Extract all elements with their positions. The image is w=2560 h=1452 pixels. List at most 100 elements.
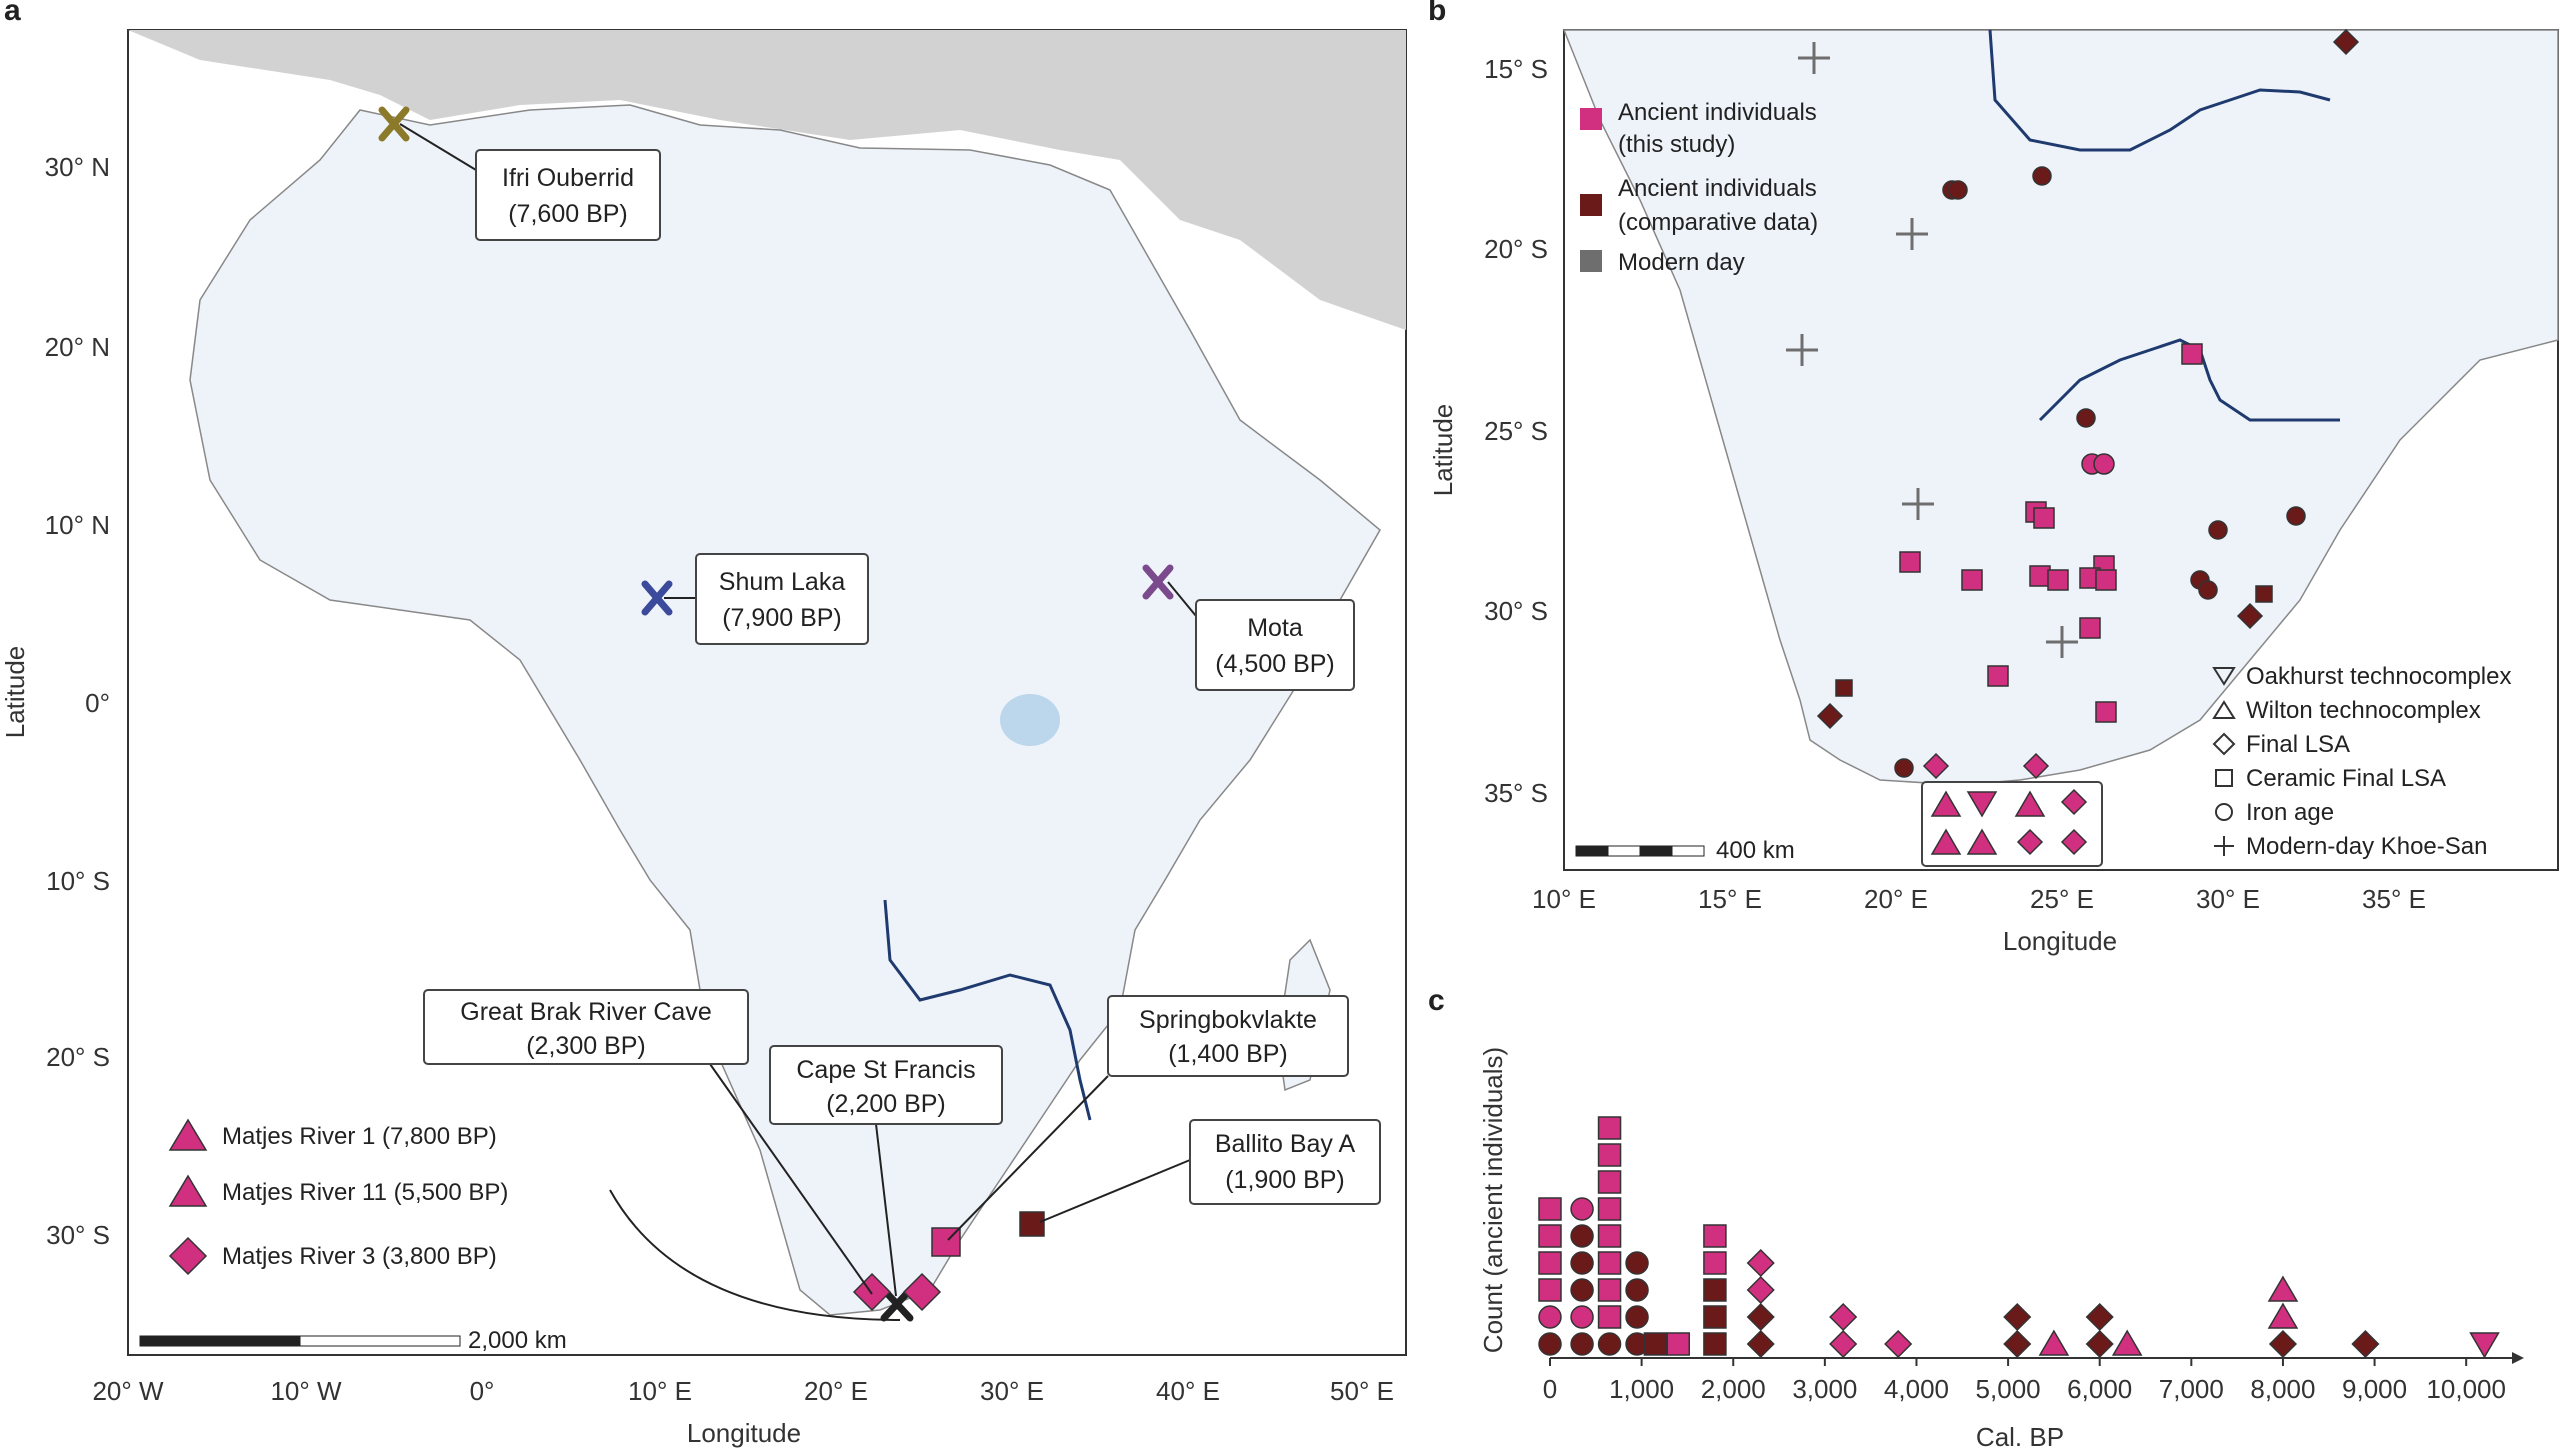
y-tick: 20° S <box>1484 234 1548 264</box>
data-point <box>2268 1329 2298 1359</box>
legend-swatch <box>1580 108 1602 130</box>
matjes-inset-box <box>1921 781 2103 867</box>
data-point <box>1597 1332 1622 1356</box>
panel-b-y-ticks: 15° S 20° S 25° S 30° S 35° S <box>1484 54 1548 808</box>
data-point <box>1829 1302 1858 1332</box>
svg-text:Oakhurst technocomplex: Oakhurst technocomplex <box>2246 663 2511 690</box>
panel-a-axes: 30° N 20° N 10° N 0° 10° S 20° S 30° S 2… <box>0 106 1394 1448</box>
panel-b-xlabel: Longitude <box>2003 926 2117 956</box>
x-tick: 40° E <box>1156 1376 1220 1406</box>
great-brak-marker <box>852 1272 892 1312</box>
svg-text:Final LSA: Final LSA <box>2246 731 2350 758</box>
legend-final-lsa-shape <box>2212 732 2236 756</box>
y-tick: 30° N <box>45 152 110 182</box>
legend-label: Matjes River 1 (7,800 BP) <box>222 1123 497 1150</box>
data-point <box>1746 1248 1775 1278</box>
y-tick: 0° <box>85 688 110 718</box>
x-tick: 35° E <box>2362 884 2426 914</box>
x-tick: 10° W <box>270 1376 342 1406</box>
panel-a-legend: Matjes River 1 (7,800 BP) Matjes River 1… <box>168 1118 508 1276</box>
svg-text:Springbokvlakte: Springbokvlakte <box>1139 1006 1317 1034</box>
x-tick-label: 2,000 <box>1701 1374 1766 1404</box>
legend-swatch <box>1580 194 1602 216</box>
svg-text:Wilton technocomplex: Wilton technocomplex <box>2246 697 2481 724</box>
data-point <box>1597 1278 1622 1302</box>
legend-label: (this study) <box>1618 131 1735 158</box>
y-tick: 25° S <box>1484 416 1548 446</box>
panel-a-ylabel: Latitude <box>0 646 30 739</box>
svg-text:(1,900 BP): (1,900 BP) <box>1225 1166 1345 1194</box>
svg-text:Ifri Ouberrid: Ifri Ouberrid <box>502 164 634 192</box>
x-tick-label: 5,000 <box>1976 1374 2041 1404</box>
data-point <box>1625 1305 1649 1329</box>
legend-ceramic-shape <box>2215 769 2233 787</box>
svg-text:400 km: 400 km <box>1716 837 1795 864</box>
panel-c-marks <box>1538 1116 2500 1359</box>
x-tick: 10° E <box>628 1376 692 1406</box>
great-brak-curve <box>609 1189 901 1321</box>
data-point <box>1538 1251 1562 1275</box>
shum-laka-marker <box>641 580 673 616</box>
x-tick: 30° E <box>980 1376 1044 1406</box>
svg-text:(7,600 BP): (7,600 BP) <box>508 200 628 228</box>
x-tick: 20° W <box>92 1376 164 1406</box>
data-point <box>1625 1278 1649 1302</box>
legend-oakhurst-shape <box>2212 667 2236 686</box>
shum-laka-label: Shum Laka (7,900 BP) <box>695 553 869 645</box>
panel-b-letter: b <box>1428 0 1447 27</box>
panel-a-letter: a <box>4 0 21 27</box>
data-point <box>1538 1305 1562 1329</box>
data-point <box>2267 1275 2299 1302</box>
svg-text:(1,400 BP): (1,400 BP) <box>1168 1040 1288 1068</box>
svg-text:Great Brak River Cave: Great Brak River Cave <box>460 998 711 1026</box>
svg-text:(7,900 BP): (7,900 BP) <box>722 604 842 632</box>
ifri-ouberrid-marker <box>378 106 410 142</box>
legend-label: Matjes River 11 (5,500 BP) <box>222 1179 508 1206</box>
svg-text:Mota: Mota <box>1247 614 1303 642</box>
legend-iron-shape <box>2215 803 2233 821</box>
great-brak-label: Great Brak River Cave (2,300 BP) <box>423 989 749 1065</box>
svg-text:Shum Laka: Shum Laka <box>719 568 846 596</box>
y-tick: 10° S <box>46 866 110 896</box>
panel-a-scale-bar: 2,000 km <box>139 1327 567 1354</box>
data-point <box>1570 1251 1594 1275</box>
data-point <box>1703 1332 1727 1356</box>
legend-triangle <box>168 1174 208 1207</box>
ballito-label: Ballito Bay A (1,900 BP) <box>1189 1119 1381 1205</box>
river-zambezi <box>1988 29 2331 152</box>
data-point <box>1625 1251 1649 1275</box>
data-point <box>1570 1278 1594 1302</box>
data-point <box>1570 1332 1594 1356</box>
x-tick: 10° E <box>1532 884 1596 914</box>
x-tick: 30° E <box>2196 884 2260 914</box>
data-point <box>1666 1332 1691 1356</box>
legend-modern-shape <box>2214 836 2234 856</box>
ifri-ouberrid-label: Ifri Ouberrid (7,600 BP) <box>475 149 661 241</box>
x-tick-label: 10,000 <box>2426 1374 2506 1404</box>
legend-label: Ancient individuals <box>1618 99 1817 126</box>
southern-africa-landmass <box>1562 29 2559 786</box>
svg-text:(2,300 BP): (2,300 BP) <box>526 1032 646 1060</box>
data-point <box>1597 1251 1622 1275</box>
data-point <box>2111 1329 2143 1356</box>
panel-b-color-legend: Ancient individuals (this study) Ancient… <box>1580 99 1818 276</box>
svg-text:Ceramic Final LSA: Ceramic Final LSA <box>2246 765 2446 792</box>
svg-text:(4,500 BP): (4,500 BP) <box>1215 650 1335 678</box>
legend-label: Matjes River 3 (3,800 BP) <box>222 1243 497 1270</box>
x-tick-label: 3,000 <box>1792 1374 1857 1404</box>
data-point <box>1597 1224 1622 1248</box>
panel-b-x-ticks: 10° E 15° E 20° E 25° E 30° E 35° E <box>1532 884 2426 914</box>
data-point <box>1746 1275 1775 1305</box>
panel-c-xlabel: Cal. BP <box>1976 1422 2064 1452</box>
mota-label: Mota (4,500 BP) <box>1195 599 1355 691</box>
data-point <box>1746 1302 1775 1332</box>
svg-text:Ballito Bay A: Ballito Bay A <box>1215 1130 1356 1158</box>
data-point <box>1597 1143 1622 1167</box>
data-point <box>1884 1329 1913 1359</box>
panel-a-y-ticks: 30° N 20° N 10° N 0° 10° S 20° S 30° S <box>45 152 110 1250</box>
x-tick-label: 0 <box>1543 1374 1557 1404</box>
x-tick: 20° E <box>1864 884 1928 914</box>
data-point <box>1703 1251 1727 1275</box>
panel-c-letter: c <box>1428 984 1445 1017</box>
panel-c-ylabel: Count (ancient individuals) <box>1478 1047 1508 1353</box>
